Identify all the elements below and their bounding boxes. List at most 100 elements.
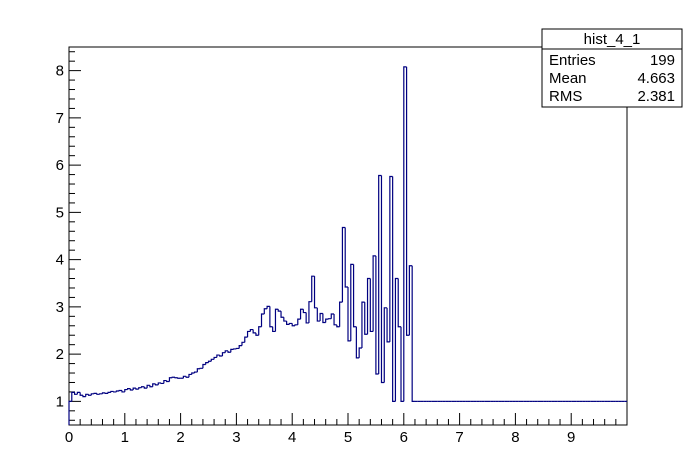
histogram-bin [294, 324, 298, 326]
y-tick-label: 6 [56, 157, 64, 174]
histogram-bin [168, 377, 173, 382]
histogram-bin [330, 313, 335, 319]
x-tick-label: 9 [567, 429, 575, 446]
y-tick-label: 3 [56, 299, 64, 316]
histogram-bin [135, 388, 139, 390]
histogram-bin [210, 358, 215, 362]
histogram-bin [221, 352, 226, 357]
stats-box-title: hist_4_1 [584, 31, 641, 48]
stats-rms-value: 2.381 [637, 88, 675, 105]
histogram-bin [380, 175, 385, 384]
histogram-bin [90, 393, 95, 396]
histogram-bin [403, 66, 407, 402]
histogram-bin [246, 330, 251, 338]
histogram-bin [207, 360, 212, 363]
x-tick-label: 7 [455, 429, 463, 446]
histogram-bin [336, 324, 340, 328]
histogram-bin [230, 348, 234, 353]
histogram-bin [286, 321, 290, 325]
histogram-bin [352, 264, 357, 328]
histogram-bin [205, 362, 209, 365]
histogram-bin [263, 308, 268, 314]
x-tick-label: 5 [344, 429, 352, 446]
histogram-bin [241, 341, 245, 346]
histogram-bin [82, 395, 86, 398]
x-tick-label: 4 [288, 429, 296, 446]
histogram-bin [79, 392, 83, 396]
histogram-bin [358, 347, 362, 358]
histogram-bin [157, 382, 162, 385]
histogram-bin [364, 302, 368, 335]
histogram-bin [299, 308, 304, 320]
histogram-bin [260, 313, 265, 327]
histogram-bin [325, 318, 329, 323]
histogram-bin [85, 393, 89, 397]
histogram-bin [154, 383, 159, 386]
histogram-bin [397, 278, 402, 328]
x-tick-label: 8 [511, 429, 519, 446]
histogram-bin [305, 312, 309, 324]
histogram-bin [140, 386, 145, 388]
histogram-bin [143, 386, 148, 389]
x-tick-label: 0 [65, 429, 73, 446]
histogram-bin [394, 277, 399, 402]
histogram-bin [274, 308, 279, 332]
histogram-bin [193, 371, 198, 374]
stats-rms-label: RMS [549, 88, 582, 105]
histogram-bin [87, 394, 92, 396]
x-tick-label: 3 [232, 429, 240, 446]
histogram-bin [107, 391, 111, 394]
histogram-bin [121, 390, 125, 393]
histogram-bin [258, 326, 262, 336]
histogram-bin [355, 326, 360, 359]
y-tick-label: 2 [56, 346, 64, 363]
histogram-bin [76, 391, 81, 395]
y-tick-label: 7 [56, 110, 64, 127]
histogram-bin [313, 276, 318, 309]
histogram-bin [266, 305, 270, 309]
histogram-bin [96, 393, 100, 395]
histogram-bin [188, 373, 192, 378]
stats-mean-label: Mean [549, 70, 587, 87]
histogram-bin [101, 392, 106, 394]
histogram-bin [115, 390, 120, 392]
histogram-bin [347, 287, 351, 342]
stats-mean-value: 4.663 [637, 70, 675, 87]
histogram-bin [249, 328, 254, 332]
y-axis-tick-labels: 1 2 3 4 5 6 7 8 [56, 63, 64, 411]
histogram-bin [185, 376, 189, 378]
histogram-bin [277, 309, 282, 312]
y-tick-label: 5 [56, 204, 64, 221]
histogram-bin [202, 363, 206, 369]
histogram-bin [386, 307, 390, 343]
histogram-bin [291, 323, 295, 327]
histogram-bin [71, 391, 75, 402]
histogram-bin [132, 387, 136, 391]
histogram-bin [389, 175, 393, 342]
histogram-bin [378, 174, 382, 374]
histogram-bin [68, 400, 72, 425]
histogram-bin [383, 307, 388, 383]
histogram-bin [124, 388, 128, 392]
y-tick-label: 4 [56, 252, 64, 269]
histogram-bin [224, 350, 229, 353]
histogram-bin [213, 356, 217, 360]
histogram-bin [283, 317, 287, 322]
histogram-bin [166, 380, 170, 383]
histogram-bin [316, 307, 321, 322]
y-tick-label: 1 [56, 393, 64, 410]
x-axis-tick-labels: 0 1 2 3 4 5 6 7 8 9 [65, 429, 576, 446]
histogram-bins [68, 66, 627, 425]
histogram-bin [400, 326, 404, 402]
histogram-bin [227, 350, 231, 353]
histogram-bin [146, 384, 150, 389]
histogram-bin [350, 263, 354, 341]
histogram-bin [322, 313, 326, 324]
histogram-bin [344, 227, 348, 288]
x-tick-label: 1 [121, 429, 129, 446]
histogram-bin [333, 313, 337, 326]
histogram-bin [405, 66, 410, 336]
histogram-bin [182, 375, 187, 379]
histogram-bin [392, 176, 396, 402]
